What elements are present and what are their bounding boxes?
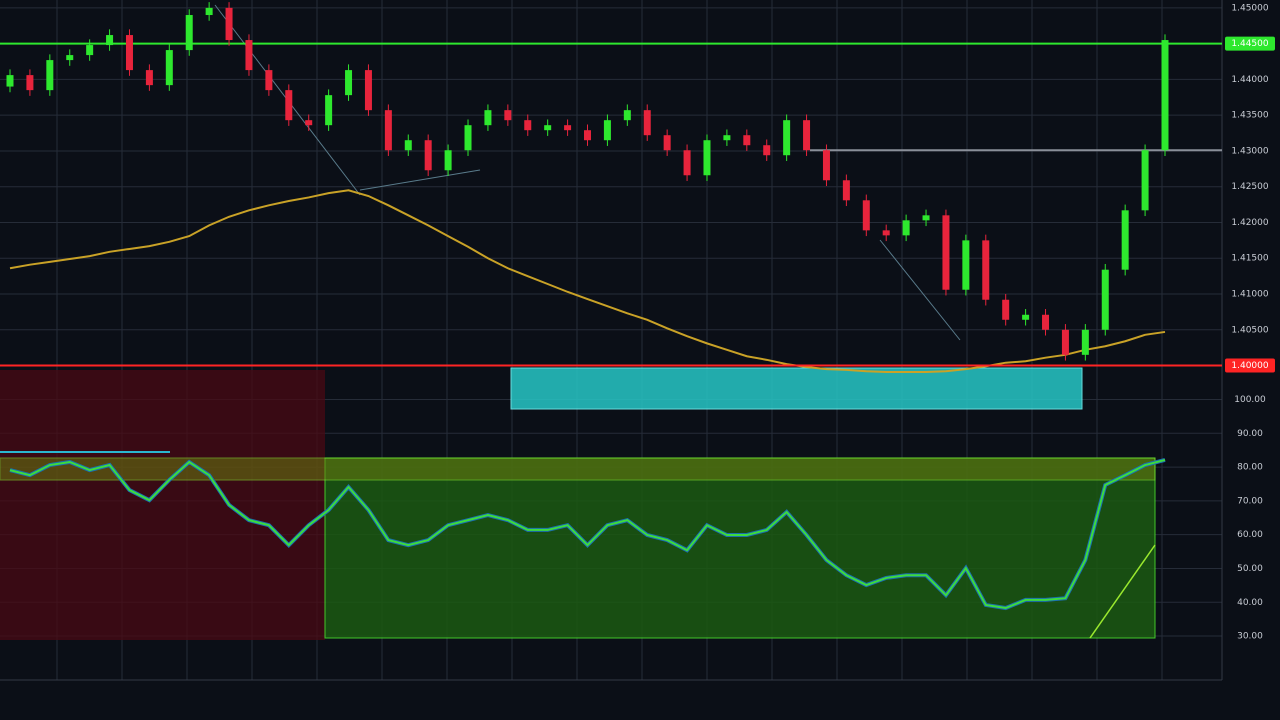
candle-body bbox=[165, 50, 173, 86]
candle-body bbox=[66, 55, 74, 61]
trendline bbox=[879, 239, 961, 341]
y-tick-label: 1.43500 bbox=[1231, 111, 1268, 121]
candle-body bbox=[384, 110, 392, 151]
y-tick-label: 1.44000 bbox=[1231, 75, 1268, 85]
candle-body bbox=[703, 140, 711, 176]
candle-body bbox=[86, 45, 94, 56]
candle-body bbox=[922, 215, 930, 221]
level-label: 1.40000 bbox=[1231, 361, 1268, 371]
candle-body bbox=[1101, 269, 1109, 330]
candle-body bbox=[1121, 210, 1129, 270]
candle-body bbox=[205, 7, 213, 16]
red-zone bbox=[0, 370, 325, 640]
y-tick-label: 1.41000 bbox=[1231, 290, 1268, 300]
candle-body bbox=[1002, 299, 1010, 320]
y-tick-label: 30.00 bbox=[1237, 632, 1263, 642]
candle-body bbox=[862, 200, 870, 231]
y-tick-label: 1.40500 bbox=[1231, 325, 1268, 335]
trendline bbox=[359, 169, 481, 191]
candle-body bbox=[404, 140, 412, 151]
candle-body bbox=[564, 125, 572, 131]
candle-body bbox=[942, 215, 950, 290]
y-tick-label: 80.00 bbox=[1237, 463, 1263, 473]
y-tick-label: 90.00 bbox=[1237, 429, 1263, 439]
candle-body bbox=[1161, 40, 1169, 151]
candle-body bbox=[364, 70, 372, 111]
candle-body bbox=[225, 7, 233, 41]
candle-body bbox=[125, 35, 133, 71]
candle-body bbox=[643, 110, 651, 136]
candle-body bbox=[504, 110, 512, 121]
y-tick-label: 50.00 bbox=[1237, 564, 1263, 574]
level-label-box bbox=[1225, 358, 1275, 373]
candle-body bbox=[623, 110, 631, 121]
candle-body bbox=[106, 35, 114, 46]
candle-body bbox=[1022, 314, 1030, 320]
candle-body bbox=[842, 180, 850, 201]
candle-body bbox=[325, 95, 333, 126]
level-label: 1.44500 bbox=[1231, 39, 1268, 49]
candle-body bbox=[345, 70, 353, 96]
candle-body bbox=[584, 130, 591, 141]
y-tick-label: 100.00 bbox=[1234, 395, 1266, 405]
candle-body bbox=[285, 90, 293, 121]
candle-body bbox=[305, 120, 313, 126]
candle-body bbox=[544, 125, 552, 131]
y-tick-label: 70.00 bbox=[1237, 496, 1263, 506]
moving-average bbox=[9, 189, 1166, 373]
y-tick-label: 1.42000 bbox=[1231, 218, 1268, 228]
candle-body bbox=[26, 75, 34, 91]
y-tick-label: 1.41500 bbox=[1231, 254, 1268, 264]
cyan-zone bbox=[510, 367, 1083, 410]
level-label-box bbox=[1225, 36, 1275, 51]
candle-body bbox=[962, 240, 970, 290]
y-tick-label: 1.43000 bbox=[1231, 146, 1268, 156]
upper-band bbox=[0, 457, 1156, 481]
candle-body bbox=[663, 135, 671, 151]
candle-body bbox=[822, 150, 830, 181]
trendline bbox=[1089, 544, 1156, 639]
candle-body bbox=[783, 120, 791, 156]
candle-body bbox=[484, 110, 492, 126]
y-tick-label: 60.00 bbox=[1237, 530, 1263, 540]
candle-body bbox=[245, 40, 253, 71]
candle-body bbox=[1081, 329, 1089, 355]
candle-body bbox=[524, 120, 532, 131]
candle-body bbox=[743, 135, 751, 146]
y-tick-label: 1.45000 bbox=[1231, 3, 1268, 13]
candle-body bbox=[464, 125, 472, 151]
candle-body bbox=[763, 145, 771, 156]
candle-body bbox=[723, 135, 731, 141]
candle-body bbox=[803, 120, 811, 151]
y-tick-label: 40.00 bbox=[1237, 598, 1263, 608]
candle-body bbox=[185, 15, 193, 51]
candle-body bbox=[603, 120, 611, 141]
candle-body bbox=[902, 220, 910, 236]
candle-body bbox=[683, 150, 691, 176]
candle-body bbox=[444, 150, 452, 171]
candle-body bbox=[1141, 150, 1149, 211]
green-zone bbox=[324, 457, 1156, 639]
candle-body bbox=[46, 60, 54, 91]
candle-body bbox=[424, 140, 432, 171]
candle-body bbox=[6, 75, 14, 87]
candle-body bbox=[982, 240, 990, 300]
candle-body bbox=[265, 70, 273, 91]
oscillator-line bbox=[9, 458, 1166, 610]
y-tick-label: 1.42500 bbox=[1231, 182, 1268, 192]
candle-body bbox=[882, 230, 890, 236]
candle-body bbox=[1042, 314, 1050, 330]
candle-body bbox=[145, 70, 153, 86]
candle-body bbox=[1061, 329, 1069, 355]
